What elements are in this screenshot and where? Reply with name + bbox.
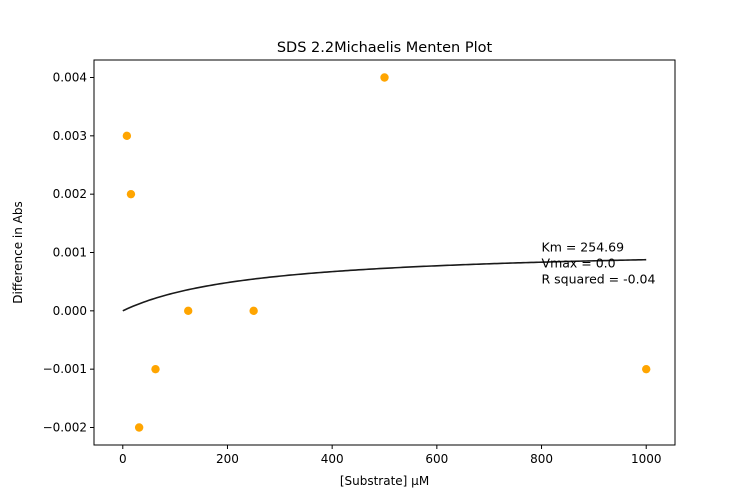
y-tick-label: 0.000 xyxy=(53,304,87,318)
y-tick-label: 0.001 xyxy=(53,246,87,260)
data-point xyxy=(249,306,258,316)
data-points xyxy=(122,73,651,432)
data-point xyxy=(151,364,160,374)
data-point xyxy=(380,73,389,82)
y-tick-label: 0.002 xyxy=(53,187,87,201)
x-tick-label: 200 xyxy=(216,452,239,466)
x-tick-label: 400 xyxy=(321,452,344,466)
data-point xyxy=(642,364,651,374)
x-tick-label: 600 xyxy=(425,452,448,466)
chart-title: SDS 2.2Michaelis Menten Plot xyxy=(277,40,493,56)
annotation-line: Vmax = 0.0 xyxy=(542,255,616,270)
x-tick-label: 0 xyxy=(119,452,127,466)
y-tick-label: 0.004 xyxy=(53,71,87,85)
y-axis-label: Difference in Abs xyxy=(11,201,25,304)
annotation-line: Km = 254.69 xyxy=(542,239,625,254)
data-point xyxy=(122,131,132,141)
x-axis-label: [Substrate] µM xyxy=(340,474,429,488)
fit-curve-line xyxy=(122,258,647,312)
annotation-line: R squared = -0.04 xyxy=(542,271,656,286)
y-tick-label: 0.003 xyxy=(53,129,87,143)
x-tick-label: 800 xyxy=(530,452,553,466)
data-point xyxy=(184,306,193,316)
x-axis: 0 200 400 600 800 1000 xyxy=(119,445,662,466)
data-point xyxy=(126,189,136,199)
data-point xyxy=(134,423,144,432)
x-tick-label: 1000 xyxy=(631,452,662,466)
y-axis: −0.002 −0.001 0.000 0.001 0.002 0.003 0.004 xyxy=(43,71,94,435)
y-tick-label: −0.002 xyxy=(43,421,87,435)
y-tick-label: −0.001 xyxy=(43,362,87,376)
